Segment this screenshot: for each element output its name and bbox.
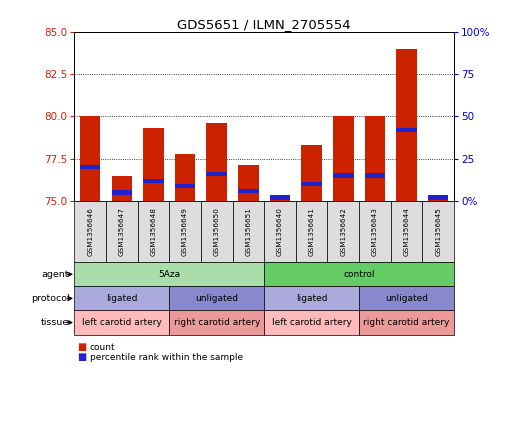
Bar xyxy=(80,165,101,169)
Text: percentile rank within the sample: percentile rank within the sample xyxy=(90,352,243,362)
Text: left carotid artery: left carotid artery xyxy=(272,318,351,327)
Bar xyxy=(301,182,322,186)
Text: protocol: protocol xyxy=(31,294,69,303)
Text: 5Aza: 5Aza xyxy=(158,270,181,279)
Text: GSM1356643: GSM1356643 xyxy=(372,207,378,256)
Bar xyxy=(270,195,290,200)
Text: GSM1356640: GSM1356640 xyxy=(277,207,283,256)
Bar xyxy=(143,179,164,183)
Bar xyxy=(175,184,195,188)
Text: right carotid artery: right carotid artery xyxy=(363,318,450,327)
Text: agent: agent xyxy=(42,270,69,279)
Bar xyxy=(333,116,353,201)
Bar xyxy=(333,173,353,178)
Text: ligated: ligated xyxy=(296,294,327,303)
Bar xyxy=(238,189,259,193)
Text: ■: ■ xyxy=(77,352,86,362)
Text: unligated: unligated xyxy=(195,294,238,303)
Text: tissue: tissue xyxy=(41,318,69,327)
Text: GSM1356648: GSM1356648 xyxy=(150,207,156,256)
Text: GSM1356651: GSM1356651 xyxy=(245,207,251,256)
Bar xyxy=(396,49,417,201)
Bar xyxy=(143,128,164,201)
Text: GSM1356646: GSM1356646 xyxy=(87,207,93,256)
Text: unligated: unligated xyxy=(385,294,428,303)
Bar xyxy=(270,198,290,201)
Text: ligated: ligated xyxy=(106,294,137,303)
Bar xyxy=(301,145,322,201)
Text: GSM1356649: GSM1356649 xyxy=(182,207,188,256)
Text: control: control xyxy=(343,270,375,279)
Text: count: count xyxy=(90,343,115,352)
Text: GSM1356642: GSM1356642 xyxy=(340,207,346,256)
Bar xyxy=(80,116,101,201)
Bar xyxy=(111,176,132,201)
Bar xyxy=(111,190,132,195)
Bar xyxy=(175,154,195,201)
Bar xyxy=(428,196,448,201)
Bar xyxy=(365,173,385,178)
Text: GSM1356645: GSM1356645 xyxy=(435,207,441,256)
Text: GSM1356647: GSM1356647 xyxy=(119,207,125,256)
Bar xyxy=(238,165,259,201)
Text: ■: ■ xyxy=(77,342,86,352)
Bar xyxy=(396,128,417,132)
Text: GSM1356641: GSM1356641 xyxy=(309,207,314,256)
Text: GSM1356644: GSM1356644 xyxy=(404,207,409,256)
Title: GDS5651 / ILMN_2705554: GDS5651 / ILMN_2705554 xyxy=(177,18,351,30)
Bar xyxy=(428,195,448,200)
Bar xyxy=(206,123,227,201)
Bar xyxy=(365,116,385,201)
Bar xyxy=(206,172,227,176)
Text: left carotid artery: left carotid artery xyxy=(82,318,162,327)
Text: right carotid artery: right carotid artery xyxy=(173,318,260,327)
Text: GSM1356650: GSM1356650 xyxy=(214,207,220,256)
